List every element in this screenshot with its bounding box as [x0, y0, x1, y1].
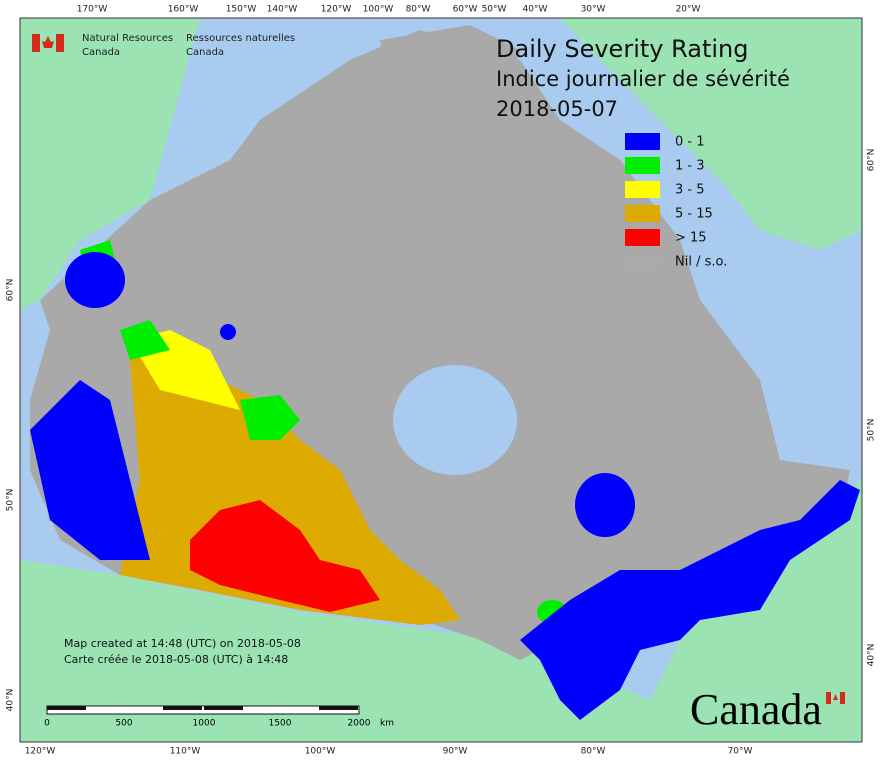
agency-name: Ressources naturelles: [186, 33, 295, 44]
legend-swatch: [625, 253, 660, 270]
legend-swatch: [625, 205, 660, 222]
legend-label: 3 - 5: [675, 183, 705, 198]
scale-label: 1000: [193, 719, 216, 729]
rating-area: [520, 480, 860, 720]
agency-name: Canada: [186, 47, 224, 58]
rating-area: [240, 395, 300, 440]
graticule-label: 50°N: [6, 489, 16, 512]
map-frame: [19, 17, 863, 743]
map-area: [20, 18, 862, 742]
graticule-label: 110°W: [170, 747, 201, 757]
graticule-label: 70°W: [728, 747, 753, 757]
scale-label: 2000: [348, 719, 371, 729]
title: Daily Severity Rating: [496, 35, 748, 63]
graticule-label: 140°W: [267, 5, 298, 15]
wordmark: Canada: [690, 685, 822, 734]
graticule-label: 60°N: [6, 279, 16, 302]
flag-bar: [840, 692, 845, 704]
graticule-label: 60°W: [453, 5, 478, 15]
alaska: [20, 18, 200, 310]
hudson-bay: [393, 365, 517, 475]
graticule-label: 30°W: [581, 5, 606, 15]
legend-label: > 15: [675, 231, 707, 246]
graticule-label: 90°W: [443, 747, 468, 757]
flag-leaf: [833, 694, 838, 700]
graticule-label: 80°W: [581, 747, 606, 757]
scale-bar: [46, 705, 360, 715]
scale-segment: [319, 706, 358, 710]
graticule-label: 80°W: [406, 5, 431, 15]
legend-label: 1 - 3: [675, 159, 705, 174]
logo-nrcan: [32, 34, 64, 52]
agency-name: Natural Resources: [82, 33, 173, 44]
legend-swatch: [625, 181, 660, 198]
graticule-label: 20°W: [676, 5, 701, 15]
legend-label: 0 - 1: [675, 135, 705, 150]
graticule-label: 60°N: [867, 149, 877, 172]
graticule-label: 50°N: [867, 419, 877, 442]
scale-segment: [204, 706, 243, 710]
scale-segment: [47, 706, 86, 710]
scale-label: 0: [44, 719, 50, 729]
scale-label: 500: [115, 719, 132, 729]
flag-bar: [56, 34, 64, 52]
flag-leaf: [42, 36, 54, 48]
rating-area: [575, 473, 635, 537]
legend-swatch: [625, 229, 660, 246]
graticule-label: 150°W: [226, 5, 257, 15]
flag-bar: [32, 34, 40, 52]
title: Indice journalier de sévérité: [496, 67, 790, 91]
rating-area: [190, 500, 380, 612]
graticule-label: 40°N: [6, 689, 16, 712]
graticule-label: 100°W: [305, 747, 336, 757]
flag-bar: [826, 692, 831, 704]
graticule-label: 50°W: [482, 5, 507, 15]
graticule-label: 120°W: [321, 5, 352, 15]
footnote: Map created at 14:48 (UTC) on 2018-05-08: [64, 637, 301, 650]
greenland: [560, 18, 862, 250]
arctic-island: [380, 25, 520, 120]
legend-label: Nil / s.o.: [675, 255, 727, 270]
title: 2018-05-07: [496, 97, 618, 121]
graticule-label: 170°W: [77, 5, 108, 15]
graticule-label: 120°W: [25, 747, 56, 757]
graticule-label: 160°W: [168, 5, 199, 15]
graticule-label: 40°N: [867, 644, 877, 667]
rating-area: [120, 320, 170, 360]
rating-area: [30, 380, 150, 560]
arctic-island: [240, 120, 340, 190]
scale-unit: km: [380, 719, 394, 729]
agency-name: Canada: [82, 47, 120, 58]
graticule-label: 40°W: [523, 5, 548, 15]
wordmark-flag: [826, 692, 845, 704]
scale-segment: [163, 706, 202, 710]
footnote: Carte créée le 2018-05-08 (UTC) à 14:48: [64, 653, 288, 666]
usa: [20, 480, 862, 742]
rating-area: [65, 252, 125, 308]
legend-swatch: [625, 133, 660, 150]
legend-label: 5 - 15: [675, 207, 713, 222]
graticule-label: 100°W: [363, 5, 394, 15]
rating-area: [220, 324, 236, 340]
scale-label: 1500: [269, 719, 292, 729]
legend-swatch: [625, 157, 660, 174]
